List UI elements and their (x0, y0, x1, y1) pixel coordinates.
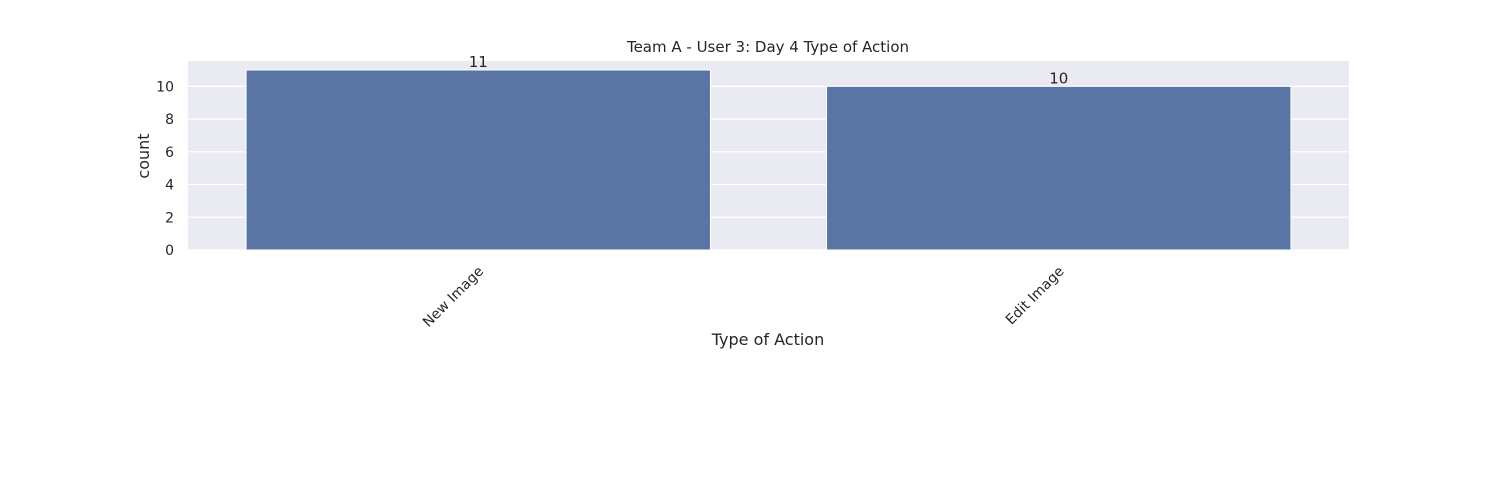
y-tick-label: 10 (156, 79, 174, 95)
data-label: 10 (1049, 69, 1068, 87)
bar-new-image (245, 69, 711, 251)
x-axis-ticks: New Image Edit Image (420, 264, 1068, 331)
chart-title: Team A - User 3: Day 4 Type of Action (626, 38, 909, 56)
x-tick-label: Edit Image (1003, 264, 1068, 329)
x-axis-label: Type of Action (711, 330, 824, 349)
data-labels: 11 10 (469, 53, 1069, 87)
bars (245, 69, 1292, 251)
y-tick-label: 6 (165, 145, 174, 161)
data-label: 11 (469, 53, 488, 71)
y-tick-label: 8 (165, 112, 174, 128)
x-tick-label: New Image (420, 264, 487, 331)
y-tick-label: 4 (165, 178, 174, 194)
y-tick-label: 0 (165, 243, 174, 259)
y-axis-ticks: 0 2 4 6 8 10 (156, 79, 174, 259)
bar-edit-image (826, 85, 1292, 251)
y-axis-label: count (134, 133, 153, 178)
y-tick-label: 2 (165, 210, 174, 226)
